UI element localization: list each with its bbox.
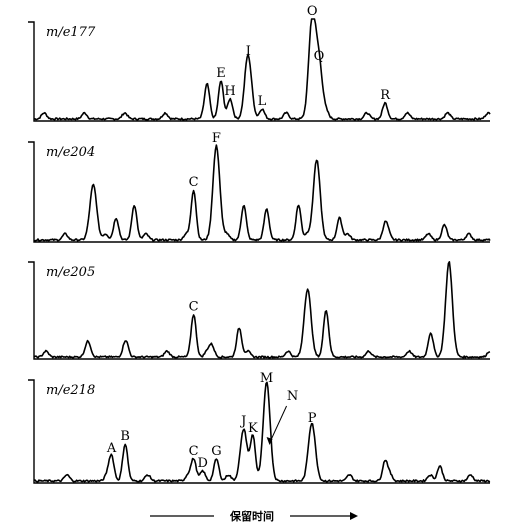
panels: m/e177EHILOQRm/e204CFm/e205Cm/e218ABCDGJ…	[28, 4, 491, 484]
panel-label: m/e177	[46, 25, 96, 40]
panel-m-e205: m/e205 C	[28, 261, 491, 360]
x-axis-label: 保留时间	[229, 509, 274, 523]
peak-label-C: C	[189, 175, 199, 190]
peak-label-B: B	[120, 429, 130, 444]
panel-axis	[28, 379, 490, 484]
peak-label-J: J	[239, 414, 246, 429]
panel-m-e177: m/e177 EH I L O Q R	[28, 4, 491, 122]
peak-label-O: O	[307, 4, 318, 19]
series-trace	[34, 144, 491, 242]
panel-axis	[28, 21, 490, 122]
peak-label-L: L	[258, 94, 267, 109]
annotation-arrow-head	[266, 437, 273, 445]
peak-label-I: I	[246, 44, 251, 59]
peak-label-G: G	[211, 444, 221, 459]
panel-label: m/e204	[46, 145, 95, 160]
panel-axis	[28, 141, 490, 243]
annotation-label-N: N	[287, 389, 298, 404]
peak-label-C: C	[189, 444, 199, 459]
series-trace	[33, 18, 491, 121]
series-trace	[33, 381, 491, 483]
peak-label-R: R	[380, 88, 391, 103]
series-trace	[33, 261, 491, 359]
peak-label-K: K	[248, 421, 258, 436]
panel-m-e218: m/e218 AB CDG J K M P	[28, 371, 491, 484]
peak-label-C: C	[189, 299, 199, 314]
right-arrow-head	[350, 512, 358, 520]
peak-label-M: M	[260, 371, 273, 386]
peak-label-A: A	[106, 441, 117, 456]
peak-label-D: D	[198, 456, 208, 471]
peak-label-F: F	[212, 131, 221, 146]
peak-label-E: E	[216, 66, 226, 81]
peak-label-H: H	[224, 84, 235, 99]
panel-m-e204: m/e204 C F	[28, 131, 491, 243]
peak-label-P: P	[308, 411, 317, 426]
annotation-arrow	[269, 405, 288, 444]
panel-label: m/e218	[46, 383, 95, 398]
peak-label-Q: Q	[314, 49, 325, 64]
panel-label: m/e205	[46, 265, 95, 280]
panel-axis	[28, 261, 490, 360]
x-axis-caption: 保留时间	[150, 509, 358, 523]
